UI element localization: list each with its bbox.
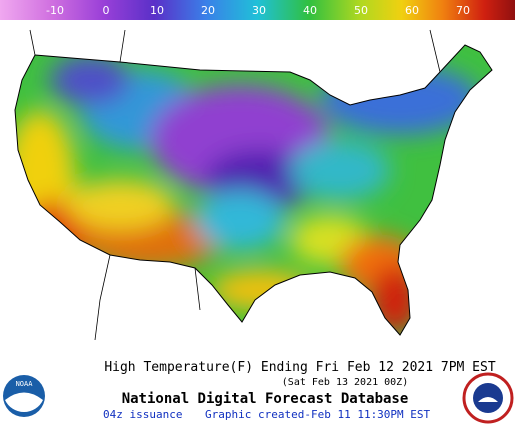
border-lines [29, 29, 441, 341]
colorbar-tick-label: 50 [354, 4, 368, 17]
colorbar-ticks: -10 0 10 20 30 40 50 60 70 [46, 4, 470, 17]
colorbar-tick-label: 30 [252, 4, 266, 17]
colorbar-tick-label: 20 [201, 4, 215, 17]
temperature-map [15, 45, 492, 335]
colorbar-tick-label: 10 [150, 4, 164, 17]
colorbar-tick-label: 40 [303, 4, 317, 17]
issuance: 04z issuance [103, 408, 182, 421]
noaa-label: NOAA [16, 380, 34, 388]
nws-logo [462, 372, 514, 424]
colorbar [0, 0, 515, 20]
colorbar-tick-label: 60 [405, 4, 419, 17]
colorbar-tick-label: 70 [456, 4, 470, 17]
caption-line1: High Temperature(F) Ending Fri Feb 12 20… [104, 360, 496, 375]
noaa-logo: NOAA [3, 375, 45, 417]
us-outline [14, 44, 493, 336]
colorbar-tick-label: 0 [103, 4, 110, 17]
caption-title: National Digital Forecast Database [122, 391, 409, 407]
created: Graphic created-Feb 11 11:30PM EST [205, 408, 431, 421]
caption-line2: (Sat Feb 13 2021 00Z) [282, 377, 408, 388]
colorbar-tick-label: -10 [46, 4, 64, 17]
